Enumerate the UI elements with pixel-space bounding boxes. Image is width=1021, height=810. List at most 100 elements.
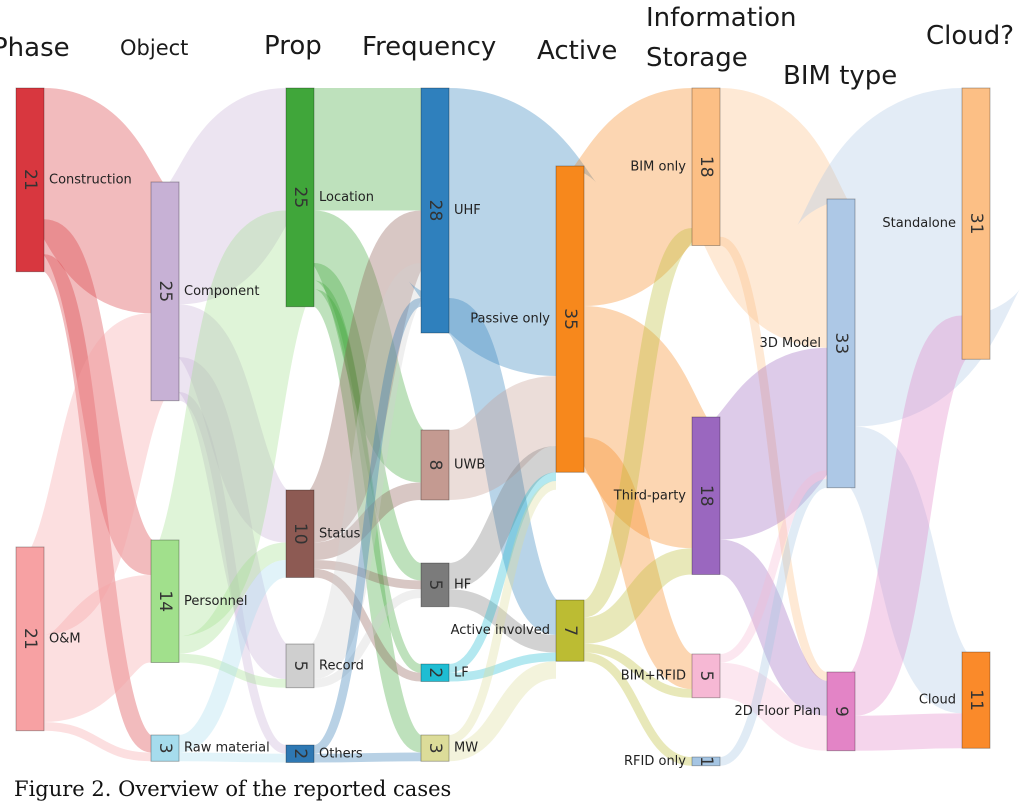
link-model3d-to-standalone <box>793 88 1021 427</box>
node-value-uhf: 28 <box>425 200 445 222</box>
link-component-to-others <box>177 392 288 754</box>
node-bar-lf <box>420 663 450 682</box>
link-record-to-uhf <box>308 263 427 679</box>
header-storage: Storage <box>646 43 748 73</box>
link-third-to-floor2d <box>717 539 830 716</box>
node-value-mw: 3 <box>425 743 445 754</box>
node-active: 7 Active involved <box>451 599 585 662</box>
node-label-construction: Construction <box>49 172 132 187</box>
link-uhf-to-passive <box>405 88 600 376</box>
node-floor2d: 9 2D Floor Plan <box>734 671 856 752</box>
link-status-to-lf <box>313 568 422 682</box>
sankey-nodes: 21 Construction 21 O&M 25 Component 14 Personne… <box>15 87 991 769</box>
link-bim_rfid-to-model3d <box>719 470 828 663</box>
node-bim_only: 18 BIM only <box>630 87 721 246</box>
node-value-construction: 21 <box>20 169 40 191</box>
node-value-raw: 3 <box>155 743 175 754</box>
node-bar-status <box>285 489 315 578</box>
node-bar-personnel <box>150 539 180 663</box>
node-hf: 5 HF <box>420 562 471 608</box>
node-bar-bim_rfid <box>691 653 721 699</box>
node-label-uhf: UHF <box>454 203 481 218</box>
link-personnel-to-record <box>178 653 287 688</box>
node-label-personnel: Personnel <box>184 594 248 609</box>
node-value-location: 25 <box>290 187 310 209</box>
link-rfid_only-to-model3d <box>719 479 828 766</box>
link-hf-to-active <box>448 589 557 653</box>
link-personnel-to-location <box>151 210 314 637</box>
link-lf-to-passive <box>448 472 557 673</box>
column-headers: Phase Object Prop Frequency Active Infor… <box>0 3 1014 91</box>
node-label-third: Third-party <box>613 488 687 503</box>
link-mw-to-passive <box>448 481 557 744</box>
node-bar-construction <box>15 87 45 273</box>
node-construction: 21 Construction <box>15 87 132 273</box>
link-bim_rfid-to-floor2d <box>718 662 829 751</box>
node-raw: 3 Raw material <box>150 734 270 762</box>
link-location-to-hf <box>311 263 424 581</box>
node-value-uwb: 8 <box>425 460 445 471</box>
header-information: Information <box>646 3 797 33</box>
node-component: 25 Component <box>150 181 259 402</box>
link-model3d-to-cloud <box>845 426 972 714</box>
link-uwb-to-passive <box>446 376 559 500</box>
link-passive-to-bim_only <box>566 88 710 306</box>
node-mw: 3 MW <box>420 734 478 762</box>
node-bar-floor2d <box>826 671 856 752</box>
sankey-links <box>24 87 1021 766</box>
node-personnel: 14 Personnel <box>150 539 248 663</box>
node-label-bim_rfid: BIM+RFID <box>621 668 686 683</box>
link-bim_only-to-model3d <box>690 88 857 348</box>
node-bar-uhf <box>420 87 450 334</box>
node-label-location: Location <box>319 190 374 205</box>
figure-caption: Figure 2. Overview of the reported cases <box>14 777 452 801</box>
node-value-passive: 35 <box>560 308 580 330</box>
link-status-to-uhf <box>304 210 431 543</box>
node-bar-third <box>691 416 721 575</box>
node-bar-rfid_only <box>691 756 721 767</box>
node-label-component: Component <box>184 284 259 299</box>
link-bim_only-to-floor2d <box>718 236 829 681</box>
node-value-standalone: 31 <box>966 213 986 235</box>
node-label-om: O&M <box>49 631 81 646</box>
link-hf-to-passive <box>447 446 558 590</box>
link-status-to-hf <box>313 560 422 590</box>
link-floor2d-to-cloud <box>854 713 963 751</box>
node-third: 18 Third-party <box>613 416 721 575</box>
node-label-model3d: 3D Model <box>760 336 821 351</box>
node-om: 21 O&M <box>15 546 81 732</box>
link-others-to-uhf <box>312 298 423 754</box>
node-bim_rfid: 5 BIM+RFID <box>621 653 721 699</box>
node-label-status: Status <box>319 526 361 541</box>
link-passive-to-bim_rfid <box>580 437 696 689</box>
node-bar-location <box>285 87 315 308</box>
node-standalone: 31 Standalone <box>882 87 991 360</box>
link-component-to-record <box>174 357 291 679</box>
link-component-to-location <box>162 88 303 305</box>
link-raw-to-status <box>177 560 288 753</box>
link-active-to-bim_rfid <box>583 643 693 698</box>
node-bar-component <box>150 181 180 402</box>
node-label-standalone: Standalone <box>882 216 956 231</box>
node-bar-cloud <box>961 651 991 749</box>
link-passive-to-third <box>561 306 715 549</box>
header-cloud: Cloud? <box>926 21 1014 51</box>
node-value-rfid_only: 1 <box>696 756 716 767</box>
link-om-to-personnel <box>40 575 155 722</box>
node-label-lf: LF <box>454 665 469 680</box>
node-uwb: 8 UWB <box>420 429 485 501</box>
link-personnel-to-status <box>178 542 287 654</box>
node-uhf: 28 UHF <box>420 87 481 334</box>
node-value-component: 25 <box>155 281 175 303</box>
node-bar-mw <box>420 734 450 762</box>
link-mw-to-active <box>448 661 557 762</box>
link-uhf-to-active <box>444 298 561 635</box>
node-value-active: 7 <box>560 625 580 636</box>
node-bar-others <box>285 744 315 763</box>
node-others: 2 Others <box>285 744 363 763</box>
link-status-to-uwb <box>313 482 422 560</box>
link-location-to-lf <box>312 280 423 673</box>
node-value-third: 18 <box>696 485 716 507</box>
node-bar-active <box>555 599 585 662</box>
